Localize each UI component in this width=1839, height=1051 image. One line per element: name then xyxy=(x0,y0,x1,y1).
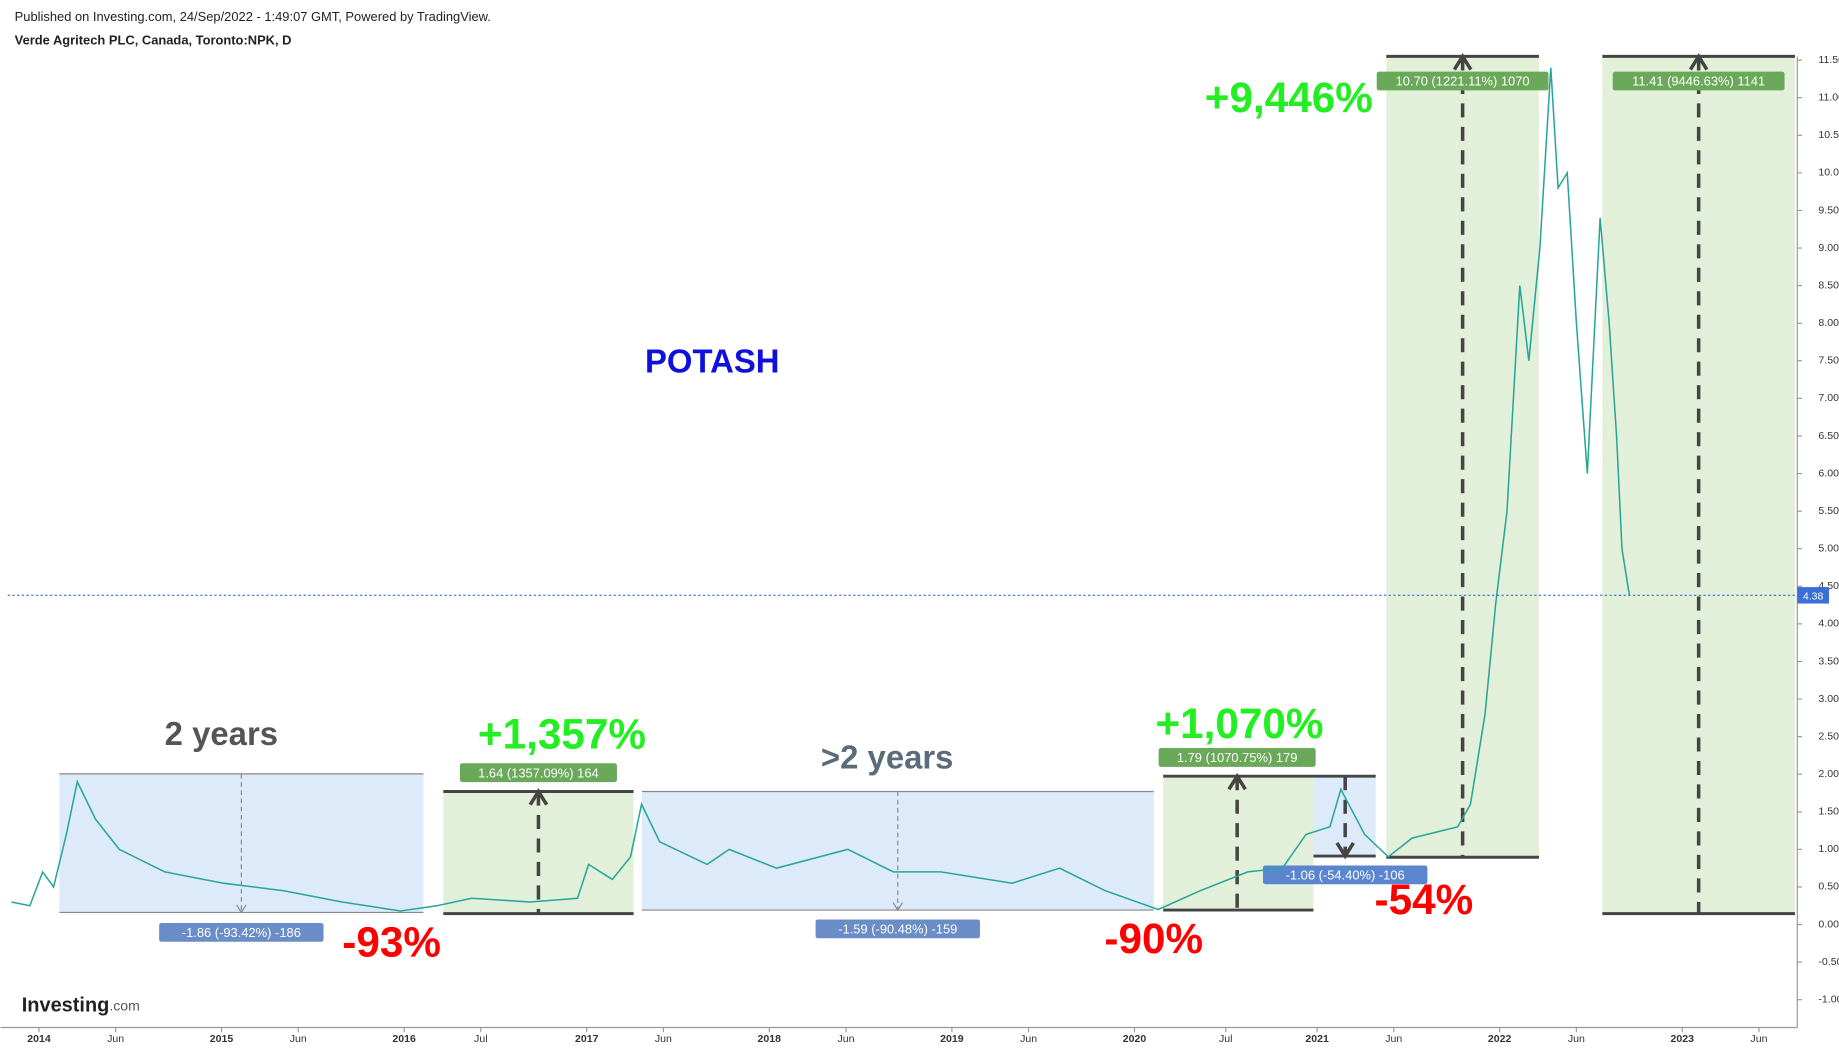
y-tick-label: 3.00 xyxy=(1818,693,1839,705)
measure-box xyxy=(1163,776,1314,911)
y-tick-label: 2.50 xyxy=(1818,730,1839,742)
measure-arrowhead xyxy=(1688,53,1709,71)
x-tick-label: 2022 xyxy=(1488,1033,1512,1045)
measure-label-bg xyxy=(1376,71,1549,91)
y-tick-label: -0.50 xyxy=(1818,956,1839,968)
x-tick-label: 2021 xyxy=(1305,1033,1329,1045)
measure-label: 11.41 (9446.63%) 1141 xyxy=(1632,74,1765,89)
y-tick-label: 5.50 xyxy=(1818,505,1839,517)
last-price-bg xyxy=(1797,587,1829,604)
y-tick-label: 0.00 xyxy=(1818,918,1839,930)
measure-arrowhead xyxy=(528,788,549,806)
y-tick-label: 3.50 xyxy=(1818,655,1839,667)
x-tick-label: Jun xyxy=(837,1033,854,1045)
callout: +9,446% xyxy=(1205,74,1373,121)
y-tick-label: -1.00 xyxy=(1818,993,1839,1005)
measure-arrowhead xyxy=(892,902,903,912)
measure-arrowhead xyxy=(1452,53,1473,71)
x-tick-label: 2018 xyxy=(758,1033,782,1045)
measure-label-bg xyxy=(159,923,324,942)
callout: +1,070% xyxy=(1155,700,1323,747)
heading: POTASH xyxy=(645,343,780,380)
y-tick-label: 6.00 xyxy=(1818,467,1839,479)
x-tick-label: Jun xyxy=(655,1033,672,1045)
measure-label-bg xyxy=(1158,748,1316,767)
y-tick-label: 11.50 xyxy=(1818,54,1839,66)
measure-label: 10.70 (1221.11%) 1070 xyxy=(1396,74,1530,89)
subtitle: Published on Investing.com, 24/Sep/2022 … xyxy=(15,9,491,24)
x-tick-label: Jun xyxy=(1385,1033,1402,1045)
y-tick-label: 1.50 xyxy=(1818,806,1839,818)
x-tick-label: Jun xyxy=(107,1033,124,1045)
chart-title: Verde Agritech PLC, Canada, Toronto:NPK,… xyxy=(15,33,292,48)
callout: 2 years xyxy=(165,715,278,752)
logo-suffix: .com xyxy=(109,997,140,1013)
x-tick-label: Jun xyxy=(1020,1033,1037,1045)
measure-label-bg xyxy=(1262,865,1428,885)
measure-label: -1.06 (-54.40%) -106 xyxy=(1286,867,1405,882)
logo: Investing.com xyxy=(22,995,140,1017)
measure-arrowhead xyxy=(1227,772,1247,791)
x-tick-label: Jun xyxy=(290,1033,307,1045)
callout: -93% xyxy=(342,918,441,965)
callout: -54% xyxy=(1375,876,1474,923)
x-tick-label: 2016 xyxy=(392,1033,416,1045)
callout: +1,357% xyxy=(478,711,646,758)
y-tick-label: 8.00 xyxy=(1818,317,1839,329)
x-tick-label: 2019 xyxy=(940,1033,964,1045)
price-line xyxy=(11,67,1631,912)
measure-arrowhead xyxy=(1335,841,1355,860)
x-tick-label: Jul xyxy=(1219,1033,1232,1045)
measure-label-bg xyxy=(815,919,980,939)
measure-label: 1.79 (1070.75%) 179 xyxy=(1177,750,1298,765)
y-tick-label: 1.00 xyxy=(1818,843,1839,855)
x-tick-label: Jun xyxy=(1750,1033,1767,1045)
measure-label: -1.86 (-93.42%) -186 xyxy=(182,925,301,940)
y-tick-label: 9.00 xyxy=(1818,242,1839,254)
y-tick-label: 4.00 xyxy=(1818,618,1839,630)
y-tick-label: 0.50 xyxy=(1818,881,1839,893)
y-tick-label: 5.00 xyxy=(1818,543,1839,555)
x-tick-label: 2015 xyxy=(210,1033,234,1045)
x-tick-label: 2023 xyxy=(1671,1033,1695,1045)
x-tick-label: Jul xyxy=(474,1033,487,1045)
y-tick-label: 6.50 xyxy=(1818,430,1839,442)
y-tick-label: 9.50 xyxy=(1818,204,1839,216)
y-tick-label: 7.50 xyxy=(1818,355,1839,367)
measure-label-bg xyxy=(1612,71,1785,91)
y-tick-label: 11.00 xyxy=(1818,92,1839,104)
x-tick-label: 2014 xyxy=(27,1033,51,1045)
y-tick-label: 8.50 xyxy=(1818,279,1839,291)
measure-label: 1.64 (1357.09%) 164 xyxy=(478,765,599,780)
y-tick-label: 7.00 xyxy=(1818,392,1839,404)
x-tick-label: Jun xyxy=(1568,1033,1585,1045)
x-tick-label: 2017 xyxy=(575,1033,599,1045)
measure-label: -1.59 (-90.48%) -159 xyxy=(838,921,957,936)
callout: -90% xyxy=(1104,915,1203,962)
y-tick-label: 10.00 xyxy=(1818,167,1839,179)
x-tick-label: 2020 xyxy=(1123,1033,1147,1045)
measure-label-bg xyxy=(459,763,617,783)
logo-main: Investing xyxy=(22,995,110,1017)
last-price-label: 4.38 xyxy=(1803,590,1824,602)
y-tick-label: 2.00 xyxy=(1818,768,1839,780)
y-tick-label: 10.50 xyxy=(1818,129,1839,141)
measure-arrowhead xyxy=(236,904,247,914)
callout: >2 years xyxy=(821,738,954,775)
